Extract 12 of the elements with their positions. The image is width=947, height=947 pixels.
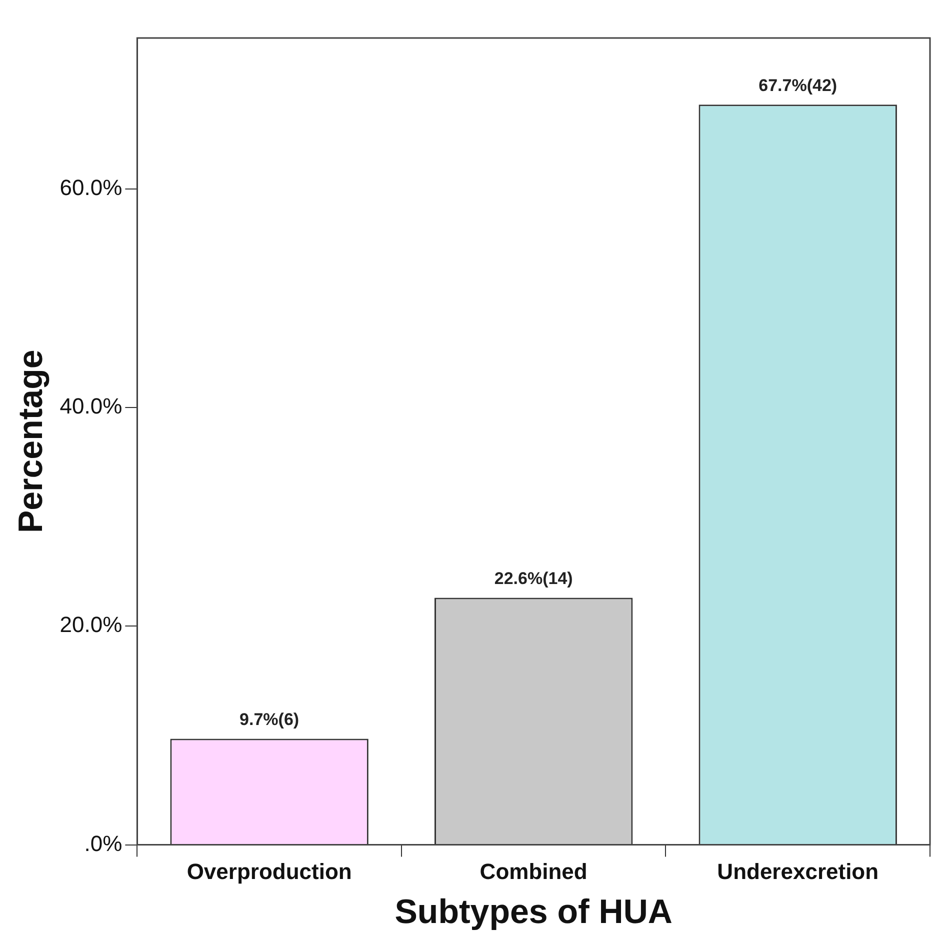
x-tick-label: Combined — [480, 859, 588, 884]
y-tick-label: 20.0% — [60, 612, 122, 638]
y-tick-label: 60.0% — [60, 174, 122, 200]
x-tick-label: Underexcretion — [717, 859, 879, 884]
y-axis-title: Percentage — [12, 350, 50, 534]
data-label: 67.7%(42) — [758, 76, 838, 95]
y-tick-label: 40.0% — [60, 394, 122, 419]
data-label: 22.6%(14) — [494, 568, 573, 588]
y-tick-label: .0% — [84, 830, 122, 856]
data-label: 9.7%(6) — [240, 710, 300, 729]
x-tick-label: Overproduction — [186, 859, 352, 884]
x-axis-title: Subtypes of HUA — [394, 892, 672, 931]
